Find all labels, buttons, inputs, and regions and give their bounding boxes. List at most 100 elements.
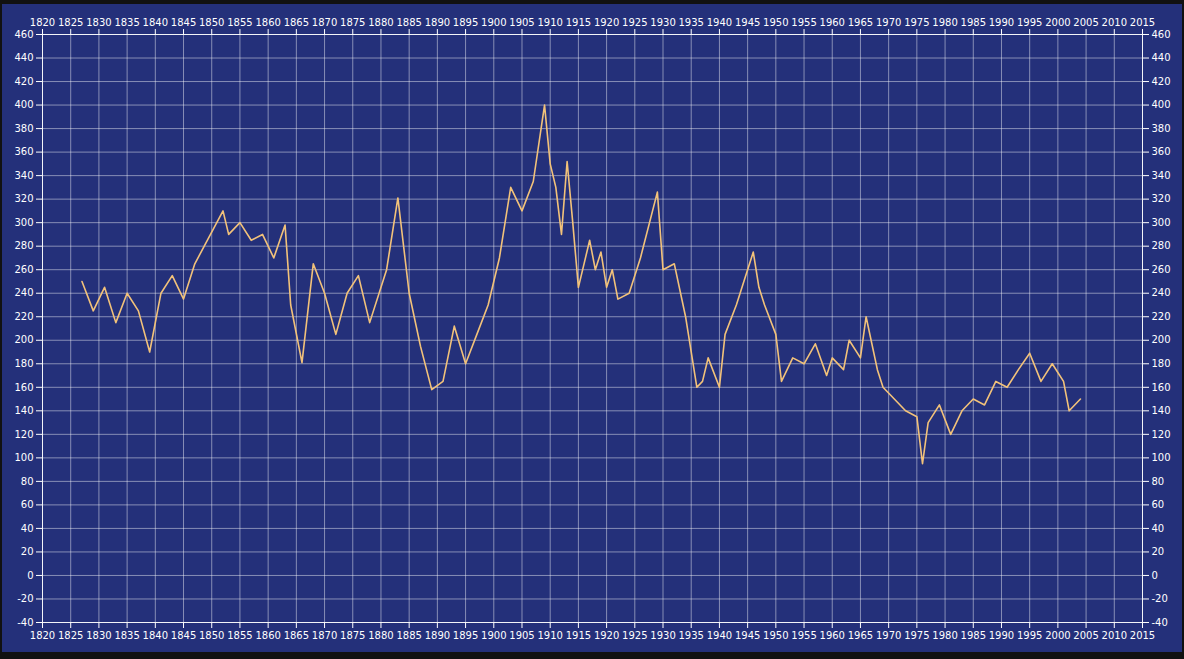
svg-text:1845: 1845 (171, 17, 196, 28)
svg-text:280: 280 (1152, 240, 1171, 251)
svg-text:2005: 2005 (1073, 17, 1098, 28)
svg-text:1895: 1895 (453, 630, 478, 641)
svg-text:220: 220 (14, 311, 33, 322)
svg-text:300: 300 (1152, 217, 1171, 228)
svg-text:240: 240 (1152, 287, 1171, 298)
svg-text:1980: 1980 (932, 17, 957, 28)
svg-text:20: 20 (1152, 546, 1165, 557)
svg-text:340: 340 (14, 170, 33, 181)
svg-text:60: 60 (1152, 499, 1165, 510)
svg-text:1915: 1915 (566, 630, 591, 641)
svg-text:1855: 1855 (227, 17, 252, 28)
svg-text:1865: 1865 (284, 630, 309, 641)
svg-text:400: 400 (1152, 99, 1171, 110)
svg-text:120: 120 (14, 429, 33, 440)
svg-text:1990: 1990 (989, 630, 1014, 641)
svg-text:1905: 1905 (509, 17, 534, 28)
svg-text:1905: 1905 (509, 630, 534, 641)
svg-text:1945: 1945 (735, 17, 760, 28)
svg-text:1900: 1900 (481, 17, 506, 28)
svg-text:1980: 1980 (932, 630, 957, 641)
svg-text:260: 260 (1152, 264, 1171, 275)
svg-text:1960: 1960 (820, 17, 845, 28)
svg-text:120: 120 (1152, 429, 1171, 440)
svg-text:1955: 1955 (791, 17, 816, 28)
svg-text:1920: 1920 (594, 630, 619, 641)
svg-text:380: 380 (1152, 123, 1171, 134)
svg-text:1965: 1965 (848, 17, 873, 28)
svg-text:1825: 1825 (58, 17, 83, 28)
svg-text:1875: 1875 (340, 17, 365, 28)
svg-text:2000: 2000 (1045, 17, 1070, 28)
svg-text:2005: 2005 (1073, 630, 1098, 641)
svg-text:1925: 1925 (622, 17, 647, 28)
svg-text:320: 320 (1152, 193, 1171, 204)
svg-text:-20: -20 (1152, 593, 1168, 604)
svg-text:40: 40 (1152, 523, 1165, 534)
svg-text:280: 280 (14, 240, 33, 251)
svg-text:160: 160 (1152, 382, 1171, 393)
svg-text:260: 260 (14, 264, 33, 275)
svg-text:100: 100 (1152, 452, 1171, 463)
svg-text:1930: 1930 (650, 630, 675, 641)
svg-text:1910: 1910 (537, 17, 562, 28)
svg-text:440: 440 (14, 52, 33, 63)
svg-text:340: 340 (1152, 170, 1171, 181)
svg-text:2010: 2010 (1102, 630, 1127, 641)
svg-text:1885: 1885 (396, 17, 421, 28)
svg-text:1935: 1935 (678, 630, 703, 641)
svg-text:1975: 1975 (904, 630, 929, 641)
svg-text:220: 220 (1152, 311, 1171, 322)
svg-text:1985: 1985 (961, 17, 986, 28)
svg-text:-40: -40 (1152, 617, 1168, 628)
svg-text:1950: 1950 (763, 17, 788, 28)
svg-text:1945: 1945 (735, 630, 760, 641)
svg-text:300: 300 (14, 217, 33, 228)
svg-text:460: 460 (14, 29, 33, 40)
svg-text:1965: 1965 (848, 630, 873, 641)
svg-text:0: 0 (27, 570, 33, 581)
svg-text:240: 240 (14, 287, 33, 298)
svg-text:1995: 1995 (1017, 630, 1042, 641)
svg-text:1880: 1880 (368, 630, 393, 641)
svg-text:40: 40 (21, 523, 34, 534)
svg-text:1970: 1970 (876, 17, 901, 28)
svg-text:1930: 1930 (650, 17, 675, 28)
svg-text:1940: 1940 (707, 17, 732, 28)
svg-text:1860: 1860 (255, 17, 280, 28)
svg-text:1910: 1910 (537, 630, 562, 641)
svg-text:1895: 1895 (453, 17, 478, 28)
svg-text:80: 80 (1152, 476, 1165, 487)
svg-text:1820: 1820 (30, 17, 55, 28)
svg-text:1900: 1900 (481, 630, 506, 641)
svg-text:1985: 1985 (961, 630, 986, 641)
svg-text:360: 360 (14, 146, 33, 157)
svg-text:1990: 1990 (989, 17, 1014, 28)
svg-text:1825: 1825 (58, 630, 83, 641)
svg-text:1940: 1940 (707, 630, 732, 641)
svg-text:1830: 1830 (86, 630, 111, 641)
svg-text:1840: 1840 (143, 17, 168, 28)
svg-text:1875: 1875 (340, 630, 365, 641)
svg-text:1845: 1845 (171, 630, 196, 641)
svg-text:80: 80 (21, 476, 34, 487)
svg-text:1960: 1960 (820, 630, 845, 641)
svg-text:360: 360 (1152, 146, 1171, 157)
svg-text:1880: 1880 (368, 17, 393, 28)
svg-text:1890: 1890 (425, 17, 450, 28)
svg-text:1870: 1870 (312, 630, 337, 641)
svg-text:320: 320 (14, 193, 33, 204)
svg-text:20: 20 (21, 546, 34, 557)
svg-text:1835: 1835 (114, 630, 139, 641)
svg-text:1860: 1860 (255, 630, 280, 641)
svg-text:1850: 1850 (199, 630, 224, 641)
svg-text:200: 200 (14, 334, 33, 345)
svg-text:-20: -20 (17, 593, 33, 604)
svg-text:1915: 1915 (566, 17, 591, 28)
svg-text:380: 380 (14, 123, 33, 134)
svg-text:0: 0 (1152, 570, 1158, 581)
svg-text:1950: 1950 (763, 630, 788, 641)
svg-text:1885: 1885 (396, 630, 421, 641)
svg-text:1855: 1855 (227, 630, 252, 641)
svg-text:180: 180 (14, 358, 33, 369)
